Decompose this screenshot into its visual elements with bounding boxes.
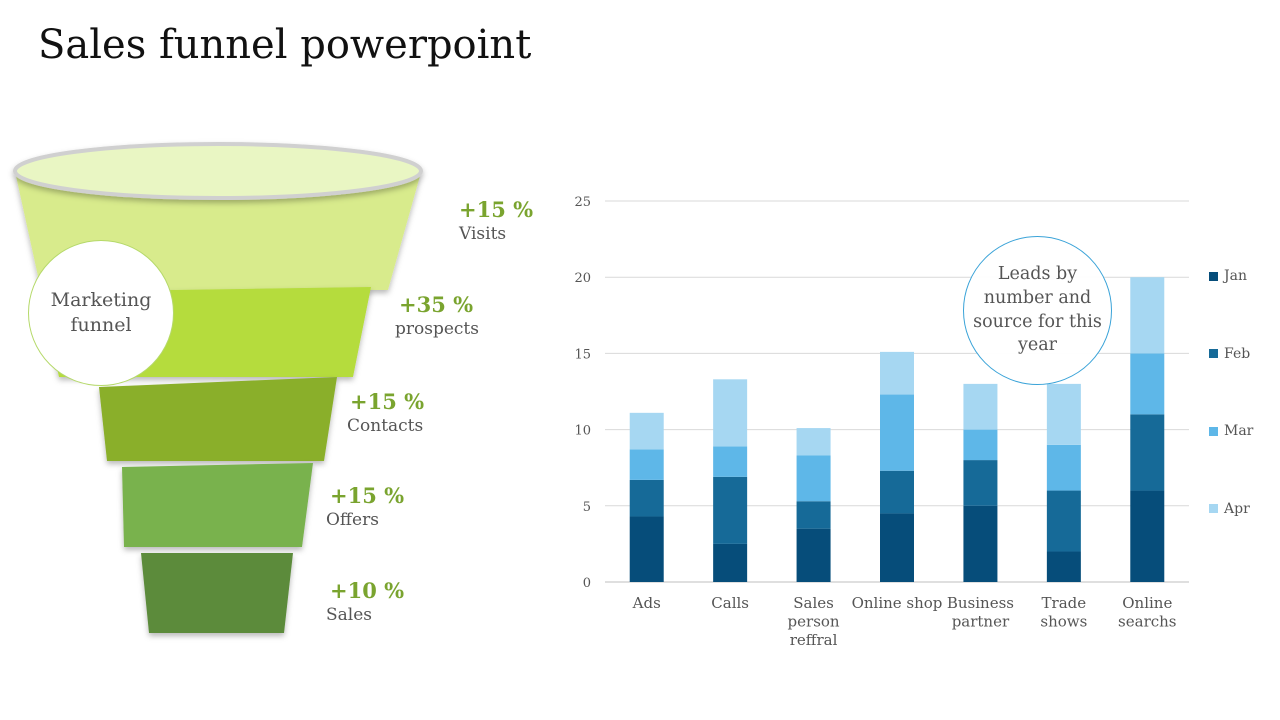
bar-segment-jan	[713, 543, 748, 582]
legend-label: Feb	[1224, 345, 1251, 362]
funnel-layer-offers	[122, 463, 313, 547]
bar-segment-jan	[796, 528, 831, 582]
y-tick-label: 5	[583, 500, 591, 515]
x-tick-label: Trade	[1042, 594, 1087, 612]
bar-segment-mar	[796, 455, 831, 502]
funnel-top-rim	[13, 142, 423, 200]
bar-segment-feb	[629, 479, 664, 517]
y-tick-label: 25	[574, 195, 591, 210]
bar-segment-mar	[713, 446, 748, 477]
stage-percent: +35 %	[399, 292, 474, 317]
x-tick-label: Online shop	[852, 594, 943, 612]
funnel-stage-visits: +15 % Visits	[459, 197, 533, 244]
legend-swatch	[1209, 349, 1218, 358]
legend-item-apr: Apr	[1209, 501, 1250, 517]
marketing-funnel-circle: Marketing funnel	[28, 240, 174, 386]
bar-segment-apr	[963, 383, 998, 430]
stage-percent: +15 %	[330, 483, 405, 508]
legend-item-feb: Feb	[1209, 346, 1250, 362]
x-tick-label: shows	[1040, 613, 1087, 631]
stage-percent: +15 %	[459, 197, 534, 222]
legend-label: Apr	[1224, 500, 1250, 517]
page-title: Sales funnel powerpoint	[38, 22, 532, 68]
funnel-layer-contacts	[99, 377, 337, 461]
legend-item-mar: Mar	[1209, 423, 1253, 439]
bar-segment-jan	[1046, 551, 1081, 582]
y-tick-label: 20	[574, 271, 591, 286]
x-tick-label: Sales	[793, 594, 834, 612]
legend-swatch	[1209, 426, 1218, 436]
funnel-layer-sales	[141, 553, 293, 633]
x-tick-label: Online	[1122, 594, 1172, 612]
x-tick-label: partner	[952, 613, 1010, 631]
y-tick-label: 15	[574, 347, 591, 362]
stage-label: Contacts	[347, 416, 424, 436]
bar-segment-jan	[629, 516, 664, 582]
stage-label: Offers	[326, 510, 379, 530]
bar-segment-feb	[1130, 414, 1165, 491]
x-tick-label: Ads	[632, 594, 661, 612]
bar-segment-apr	[713, 379, 748, 447]
bar-segment-apr	[880, 351, 914, 395]
bar-segment-feb	[1046, 490, 1081, 552]
funnel-stage-prospects: +35 % prospects	[395, 292, 479, 339]
funnel-stage-sales: +10 % Sales	[326, 578, 404, 625]
bar-segment-mar	[1130, 353, 1165, 415]
bar-segment-apr	[629, 412, 664, 450]
bar-segment-feb	[880, 470, 914, 514]
x-tick-label: Business	[947, 594, 1014, 612]
legend-item-jan: Jan	[1209, 268, 1247, 284]
bar-segment-feb	[796, 501, 831, 529]
bar-segment-feb	[713, 476, 748, 544]
x-tick-label: person	[788, 613, 840, 631]
stage-label: prospects	[395, 319, 479, 339]
bar-segment-jan	[963, 505, 998, 582]
bar-segment-apr	[1046, 383, 1081, 445]
y-tick-label: 0	[583, 576, 591, 591]
x-tick-label: reffral	[790, 631, 838, 649]
legend-swatch	[1209, 271, 1218, 281]
bar-segment-mar	[1046, 444, 1081, 491]
funnel-stage-contacts: +15 % Contacts	[347, 389, 424, 436]
x-tick-label: searchs	[1118, 613, 1176, 631]
bar-segment-mar	[880, 394, 914, 471]
legend-label: Mar	[1224, 423, 1254, 439]
stage-percent: +15 %	[350, 389, 425, 414]
chart-annotation-bubble: Leads by number and source for this year	[963, 236, 1112, 385]
bar-segment-mar	[963, 429, 998, 461]
bar-segment-apr	[1130, 277, 1165, 354]
x-tick-label: Calls	[711, 594, 749, 612]
bar-segment-jan	[1130, 490, 1165, 582]
y-tick-label: 10	[574, 424, 591, 439]
bar-segment-jan	[880, 513, 914, 582]
bar-segment-mar	[629, 449, 664, 480]
legend-swatch	[1209, 504, 1218, 513]
funnel-stage-offers: +15 % Offers	[326, 483, 404, 530]
stage-percent: +10 %	[330, 578, 405, 603]
stage-label: Sales	[326, 605, 373, 625]
bar-segment-apr	[796, 428, 831, 456]
bar-segment-feb	[963, 460, 998, 506]
legend-label: Jan	[1224, 268, 1247, 284]
stage-label: Visits	[459, 224, 507, 244]
